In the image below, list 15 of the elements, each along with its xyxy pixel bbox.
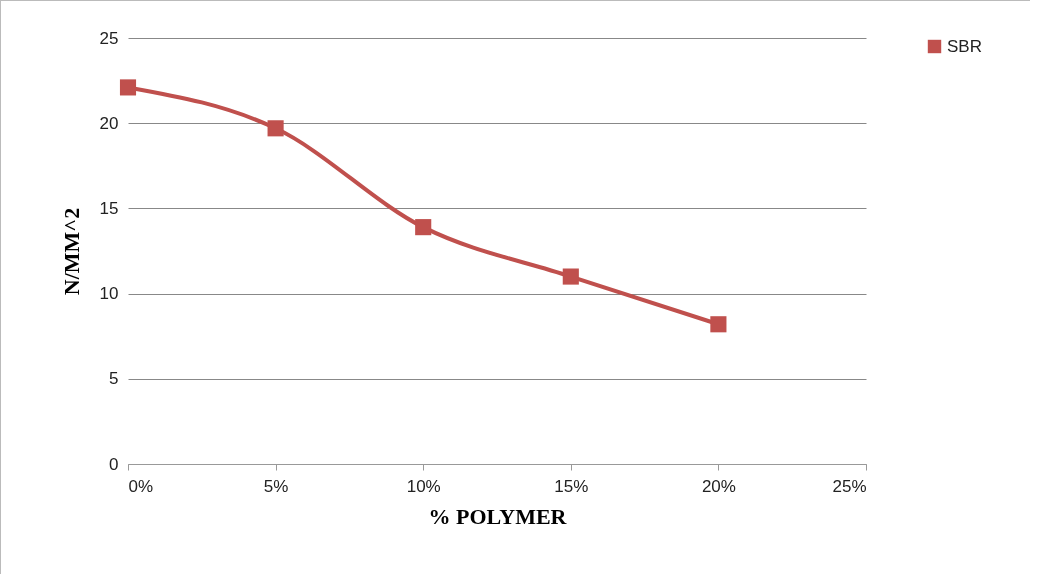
y-tick-label: 15 (99, 198, 119, 218)
y-tick-label: 5 (109, 369, 119, 389)
y-tick-label: 25 (99, 28, 119, 48)
x-tick-label: 10% (406, 476, 441, 496)
y-axis-title: N/MM^2 (58, 207, 84, 296)
y-tick-label: 20 (99, 113, 119, 133)
y-tick-label: 10 (99, 284, 119, 304)
x-tick-label: 25% (832, 476, 867, 496)
y-tick-label: 0 (109, 454, 119, 474)
x-tick-label: 5% (263, 476, 289, 496)
x-tick-label: 0% (128, 476, 154, 496)
x-tick-label: 15% (554, 476, 589, 496)
x-tick-label: 20% (701, 476, 736, 496)
legend-label: SBR (947, 36, 982, 56)
x-axis-title: % POLYMER (428, 503, 568, 529)
